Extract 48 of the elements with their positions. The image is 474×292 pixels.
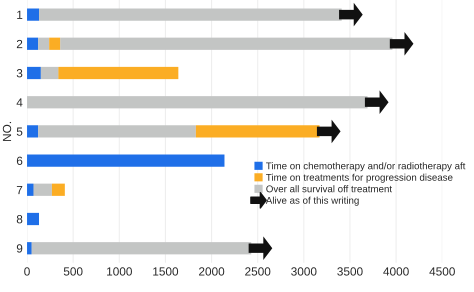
y-tick-label: 7: [16, 186, 22, 194]
x-tick-label: 3500: [337, 267, 363, 276]
bar: [27, 125, 38, 138]
x-tick-label: 1500: [153, 267, 178, 276]
bar: [49, 38, 60, 50]
x-tick-label: 1000: [107, 267, 132, 276]
y-tick-label: 3: [16, 69, 22, 78]
bar: [39, 8, 342, 21]
x-tick-label: 4500: [429, 267, 455, 276]
legend-label: Alive as of this writing: [266, 196, 359, 206]
y-tick-label: 1: [17, 10, 22, 19]
bar: [32, 242, 252, 254]
y-tick-label: 9: [16, 244, 22, 253]
bar: [27, 184, 34, 196]
point: [390, 32, 414, 56]
x-tick-label: 4000: [383, 267, 409, 276]
x-tick-label: 3000: [291, 267, 317, 276]
bar: [27, 212, 40, 226]
legend-label: Time on treatments for progression disease: [266, 174, 453, 183]
y-tick-label: 4: [16, 98, 23, 106]
bar: [27, 96, 368, 108]
bar: [38, 38, 50, 50]
x-tick-label: 2000: [199, 267, 224, 276]
legend-label: Over all survival off treatment: [266, 185, 392, 192]
bar: [40, 66, 58, 80]
x-tick-label: 0: [24, 267, 30, 276]
bar: [27, 154, 224, 167]
bar: [27, 38, 38, 50]
bar: [58, 66, 178, 80]
y-tick-label: 6: [16, 156, 22, 165]
bar: [27, 8, 40, 21]
y-tick-label: 8: [16, 215, 22, 224]
point: [339, 2, 363, 26]
bar: [33, 184, 52, 196]
y-axis-title: NO.: [2, 122, 12, 141]
point: [364, 90, 389, 114]
x-tick-label: 500: [64, 267, 83, 276]
bar: [60, 38, 392, 50]
y-tick-label: 5: [16, 128, 22, 136]
y-tick-label: 2: [16, 40, 22, 48]
bar: [196, 125, 320, 138]
legend-label: Time on chemotherapy and/or radiotherapy aft: [266, 162, 466, 172]
bar: [38, 125, 196, 138]
point: [316, 120, 341, 144]
x-tick-label: 2500: [245, 267, 270, 276]
bar: [27, 66, 41, 80]
point: [248, 236, 272, 260]
bar: [52, 184, 65, 196]
